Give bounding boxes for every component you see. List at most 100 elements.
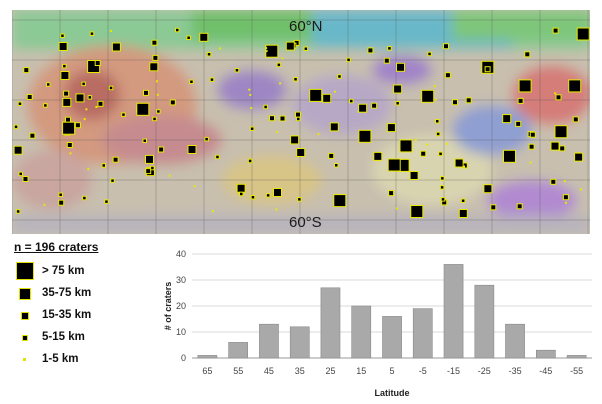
crater-marker xyxy=(563,180,566,183)
crater-marker xyxy=(337,74,342,79)
crater-marker xyxy=(463,165,465,168)
crater-marker xyxy=(13,124,19,130)
crater-marker xyxy=(143,89,149,96)
crater-marker xyxy=(43,103,48,108)
crater-marker xyxy=(209,77,215,82)
histogram-bar xyxy=(289,326,310,359)
crater-latitude-histogram: 0 10 20 30 40 65 55 45 35 25 15 5 -5 -15 -25 -35 -45 -55 L… xyxy=(160,248,600,399)
crater-marker xyxy=(66,142,73,148)
crater-marker xyxy=(552,27,559,34)
south-latitude-label: 60°S xyxy=(289,214,322,231)
crater-marker xyxy=(426,143,429,146)
x-tick-label: 45 xyxy=(264,366,274,376)
crater-marker xyxy=(239,191,244,197)
crater-marker xyxy=(104,199,109,204)
legend-item: 5-15 km xyxy=(14,328,164,350)
crater-marker xyxy=(186,35,191,40)
x-tick-label: 25 xyxy=(325,366,335,376)
crater-marker xyxy=(85,108,88,111)
crater-marker xyxy=(151,39,158,46)
crater-marker xyxy=(580,188,582,191)
legend-label: 1-5 km xyxy=(42,353,79,365)
crater-marker xyxy=(387,158,401,172)
crater-marker xyxy=(169,99,176,106)
crater-marker xyxy=(69,152,72,155)
histogram-bar xyxy=(351,305,372,359)
crater-marker xyxy=(358,103,368,113)
crater-marker xyxy=(518,79,532,93)
crater-marker xyxy=(156,93,159,96)
crater-marker xyxy=(145,168,152,175)
crater-marker xyxy=(156,109,161,114)
crater-marker xyxy=(87,95,93,100)
crater-marker xyxy=(529,131,536,138)
histogram-canvas: 0 10 20 30 40 65 55 45 35 25 15 5 -5 -15 -25 -35 -45 -55 L… xyxy=(163,249,592,398)
crater-marker xyxy=(87,168,90,171)
y-axis-title: # of craters xyxy=(163,282,173,331)
y-tick-label: 10 xyxy=(176,327,186,337)
crater-marker xyxy=(265,50,268,53)
crater-marker xyxy=(439,185,445,190)
north-latitude-label: 60°N xyxy=(289,18,323,35)
crater-marker xyxy=(317,133,320,136)
crater-marker xyxy=(454,158,464,168)
crater-marker xyxy=(515,120,522,127)
crater-marker xyxy=(524,51,531,58)
crater-marker xyxy=(503,149,516,163)
crater-marker xyxy=(562,194,569,201)
crater-marker xyxy=(452,99,458,106)
crater-marker xyxy=(155,80,158,83)
crater-marker xyxy=(265,47,268,50)
crater-marker xyxy=(303,46,309,51)
x-tick-label: -45 xyxy=(539,366,552,376)
crater-marker xyxy=(121,112,126,117)
crater-marker xyxy=(22,176,29,182)
crater-marker xyxy=(62,97,72,107)
crater-marker xyxy=(62,121,76,135)
crater-marker xyxy=(409,171,419,180)
crater-marker xyxy=(568,79,582,93)
legend-item: 15-35 km xyxy=(14,306,164,328)
crater-marker xyxy=(572,116,579,123)
legend-label: 35-75 km xyxy=(42,287,92,299)
histogram-bar xyxy=(228,342,248,359)
crater-marker xyxy=(322,93,332,103)
crater-marker xyxy=(249,126,255,131)
crater-marker xyxy=(358,129,372,143)
histogram-bar xyxy=(566,355,587,359)
crater-marker xyxy=(517,97,524,104)
crater-marker xyxy=(152,116,157,122)
crater-marker xyxy=(334,163,339,168)
crater-marker xyxy=(46,82,51,87)
x-tick-label: -25 xyxy=(478,366,491,376)
small-crater-icon xyxy=(22,335,28,341)
crater-marker xyxy=(101,163,106,168)
crater-marker xyxy=(276,62,282,68)
histogram-bar xyxy=(535,349,556,359)
x-tick-label: -5 xyxy=(419,366,427,376)
medium-crater-icon xyxy=(21,312,29,320)
crater-marker xyxy=(15,209,21,214)
x-axis-title: Latitude xyxy=(375,388,410,398)
x-tick-label: 15 xyxy=(356,366,366,376)
x-tick-label: -55 xyxy=(570,366,583,376)
crater-marker xyxy=(483,184,493,194)
crater-marker xyxy=(438,151,443,157)
crater-marker xyxy=(420,150,427,157)
crater-marker xyxy=(295,111,301,118)
crater-marker xyxy=(434,98,437,101)
crater-marker xyxy=(281,57,284,60)
x-tick-label: 55 xyxy=(233,366,243,376)
x-tick-label: 35 xyxy=(295,366,305,376)
crater-marker xyxy=(484,66,491,73)
crater-marker xyxy=(18,171,23,177)
crater-marker xyxy=(574,152,584,162)
histogram-bar xyxy=(320,287,341,359)
crater-marker xyxy=(108,85,114,91)
crater-marker xyxy=(576,27,590,41)
crater-marker xyxy=(269,115,275,122)
crater-marker xyxy=(550,178,557,185)
crater-marker xyxy=(421,89,435,103)
crater-marker xyxy=(435,131,441,137)
crater-marker xyxy=(273,188,282,197)
